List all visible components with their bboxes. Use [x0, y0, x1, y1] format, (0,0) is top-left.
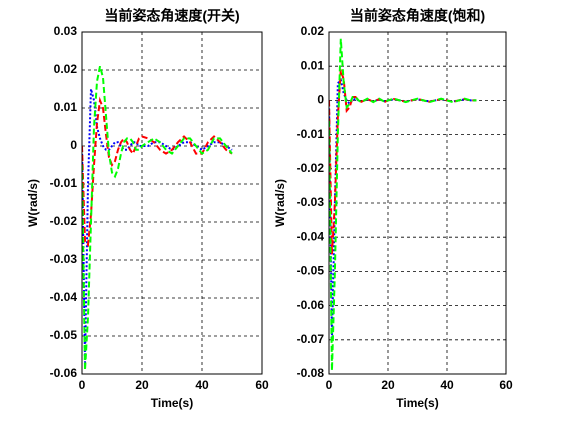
y-tick-label: -0.04 [50, 290, 78, 304]
axes-box [328, 31, 507, 375]
data-line [82, 65, 233, 371]
x-tick-label: 20 [135, 378, 149, 392]
plot-area [329, 32, 506, 374]
data-line [82, 96, 233, 248]
y-tick-label: -0.03 [50, 252, 78, 266]
y-tick-label: 0 [70, 138, 77, 152]
y-tick-label: 0.01 [54, 100, 78, 114]
axes-box [81, 31, 263, 375]
y-tick-label: -0.07 [297, 332, 325, 346]
y-tick-label: 0.02 [54, 62, 78, 76]
chart-title: 当前姿态角速度(开关) [104, 8, 239, 24]
x-tick-label: 60 [255, 378, 269, 392]
chart-title: 当前姿态角速度(饱和) [350, 8, 485, 24]
y-tick-label: 0.01 [301, 58, 325, 72]
x-tick-label: 0 [326, 378, 333, 392]
x-tick-label: 0 [79, 378, 86, 392]
y-tick-label: 0.03 [54, 24, 78, 38]
x-tick-label: 40 [195, 378, 209, 392]
x-tick-label: 60 [499, 378, 513, 392]
x-axis-label: Time(s) [396, 396, 438, 410]
y-tick-label: -0.02 [297, 161, 325, 175]
y-tick-label: -0.05 [50, 328, 78, 342]
y-tick-label: -0.05 [297, 264, 325, 278]
data-line [329, 38, 477, 371]
y-tick-label: -0.03 [297, 195, 325, 209]
y-tick-label: -0.08 [297, 366, 325, 380]
y-tick-label: 0.02 [301, 24, 325, 38]
x-axis-label: Time(s) [151, 396, 193, 410]
y-tick-label: -0.01 [297, 127, 325, 141]
y-tick-label: -0.04 [297, 229, 325, 243]
y-axis-label: W(rad/s) [26, 179, 40, 227]
y-axis-label: W(rad/s) [273, 179, 287, 227]
y-tick-label: -0.06 [297, 298, 325, 312]
x-tick-label: 40 [440, 378, 454, 392]
x-tick-label: 20 [381, 378, 395, 392]
y-tick-label: -0.02 [50, 214, 78, 228]
y-tick-label: -0.01 [50, 176, 78, 190]
y-tick-label: -0.06 [50, 366, 78, 380]
y-tick-label: 0 [317, 93, 324, 107]
plot-area [82, 32, 262, 374]
